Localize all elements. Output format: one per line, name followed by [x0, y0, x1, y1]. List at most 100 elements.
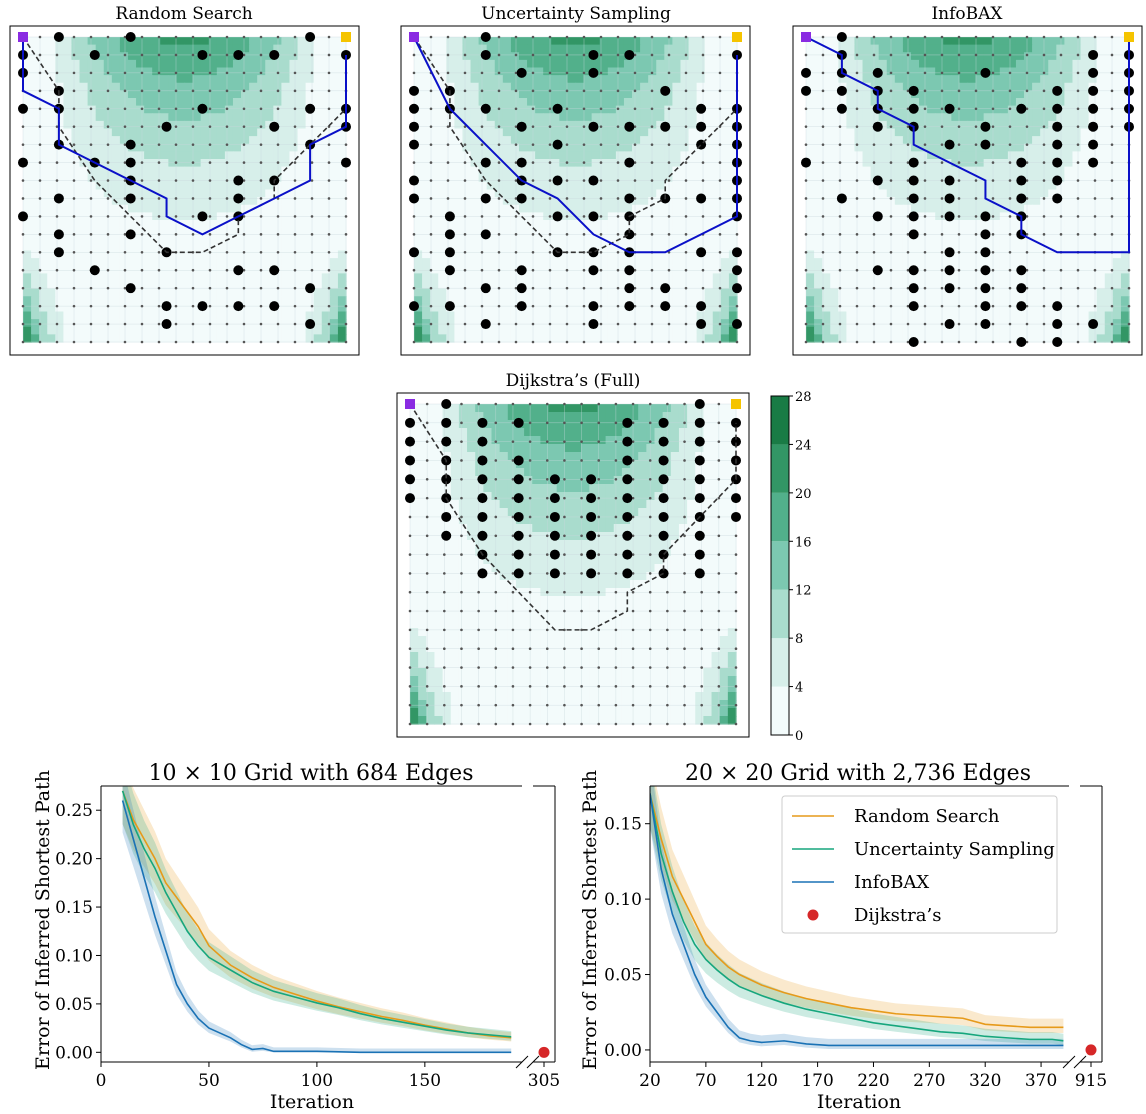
- lattice-node: [259, 179, 263, 182]
- heatmap-cell: [241, 105, 250, 114]
- heatmap-cell: [136, 273, 145, 282]
- lattice-node: [412, 233, 416, 236]
- heatmap-cell: [919, 59, 928, 69]
- lattice-node: [531, 286, 535, 290]
- heatmap-cell: [281, 44, 291, 53]
- heatmap-cell: [71, 281, 81, 290]
- heatmap-cell: [559, 273, 569, 282]
- lattice-node: [106, 340, 110, 344]
- heatmap-cell: [640, 265, 649, 274]
- heatmap-cell: [632, 273, 641, 282]
- heatmap-cell: [208, 235, 218, 244]
- heatmap-cell: [632, 265, 641, 274]
- heatmap-cell: [95, 159, 105, 168]
- heatmap-cell: [265, 204, 274, 213]
- lattice-node: [548, 161, 552, 164]
- heatmap-cell: [951, 181, 961, 191]
- heatmap-cell: [1032, 143, 1041, 152]
- lattice-node: [412, 286, 416, 290]
- heatmap-cell: [23, 235, 32, 244]
- heatmap-cell: [632, 98, 641, 107]
- heatmap-cell: [265, 296, 274, 305]
- heatmap-cell: [983, 90, 993, 99]
- lattice-node: [480, 215, 484, 218]
- heatmap-cell: [422, 204, 431, 213]
- heatmap-cell: [1080, 143, 1090, 152]
- heatmap-cell: [176, 75, 186, 84]
- heatmap-cell: [241, 37, 250, 46]
- heatmap-cell: [486, 303, 496, 313]
- heatmap-cell: [71, 52, 81, 61]
- heatmap-cell: [648, 67, 657, 76]
- heatmap-cell: [1088, 75, 1098, 84]
- panel-title-uncertainty-sampling: Uncertainty Sampling: [481, 4, 671, 24]
- heatmap-cell: [672, 189, 682, 198]
- heatmap-cell: [543, 220, 552, 229]
- heatmap-cell: [297, 250, 307, 259]
- heatmap-cell: [438, 128, 447, 137]
- heatmap-cell: [265, 281, 274, 290]
- heatmap-cell: [257, 303, 266, 313]
- heatmap-cell: [967, 37, 977, 46]
- heatmap-cell: [632, 235, 641, 244]
- lattice-node: [208, 322, 212, 326]
- heatmap-cell: [935, 128, 944, 137]
- heatmap-cell: [822, 67, 831, 76]
- heatmap-cell: [575, 258, 585, 267]
- lattice-node: [38, 107, 42, 111]
- heatmap-cell: [1048, 82, 1057, 91]
- heatmap-cell: [575, 113, 585, 122]
- heatmap-cell: [192, 159, 202, 168]
- heatmap-cell: [583, 296, 593, 305]
- heatmap-cell: [951, 90, 961, 99]
- heatmap-cell: [1096, 159, 1106, 168]
- heatmap-cell: [704, 265, 714, 274]
- heatmap-cell: [39, 52, 48, 61]
- heatmap-cell: [688, 334, 698, 343]
- heatmap-cell: [241, 90, 250, 99]
- lattice-node: [174, 71, 178, 75]
- lattice-node: [21, 250, 25, 254]
- lattice-node: [684, 71, 688, 75]
- lattice-node: [565, 89, 569, 93]
- lattice-node: [633, 179, 637, 182]
- heatmap-cell: [991, 98, 1001, 107]
- heatmap-cell: [168, 75, 178, 84]
- heatmap-cell: [265, 311, 274, 320]
- heatmap-cell: [591, 143, 601, 152]
- heatmap-cell: [648, 273, 657, 282]
- heatmap-cell: [878, 120, 888, 130]
- heatmap-cell: [184, 296, 194, 305]
- heatmap-cell: [430, 319, 439, 328]
- lattice-node: [208, 179, 212, 182]
- heatmap-cell: [535, 59, 544, 69]
- heatmap-cell: [111, 174, 121, 183]
- heatmap-cell: [878, 90, 888, 99]
- heatmap-cell: [927, 159, 936, 168]
- lattice-node: [21, 125, 25, 129]
- heatmap-cell: [567, 98, 577, 107]
- heatmap-cell: [999, 113, 1009, 122]
- heatmap-cell: [232, 273, 242, 282]
- heatmap-cell: [640, 67, 649, 76]
- lattice-node: [123, 268, 127, 272]
- queried-node: [269, 301, 280, 312]
- heatmap-cell: [720, 174, 730, 183]
- queried-node: [233, 193, 244, 204]
- lattice-node: [684, 53, 688, 57]
- lattice-node: [276, 143, 280, 146]
- heatmap-cell: [478, 181, 488, 191]
- heatmap-cell: [583, 143, 593, 152]
- heatmap-cell: [144, 59, 153, 69]
- heatmap-cell: [838, 120, 847, 130]
- heatmap-cell: [640, 174, 649, 183]
- heatmap-cell: [894, 37, 904, 46]
- heatmap-cell: [321, 174, 331, 183]
- lattice-node: [548, 268, 552, 272]
- heatmap-cell: [510, 204, 520, 213]
- heatmap-cell: [983, 59, 993, 69]
- heatmap-cell: [462, 235, 472, 244]
- heatmap-cell: [583, 303, 593, 313]
- heatmap-cell: [470, 189, 480, 198]
- heatmap-cell: [632, 90, 641, 99]
